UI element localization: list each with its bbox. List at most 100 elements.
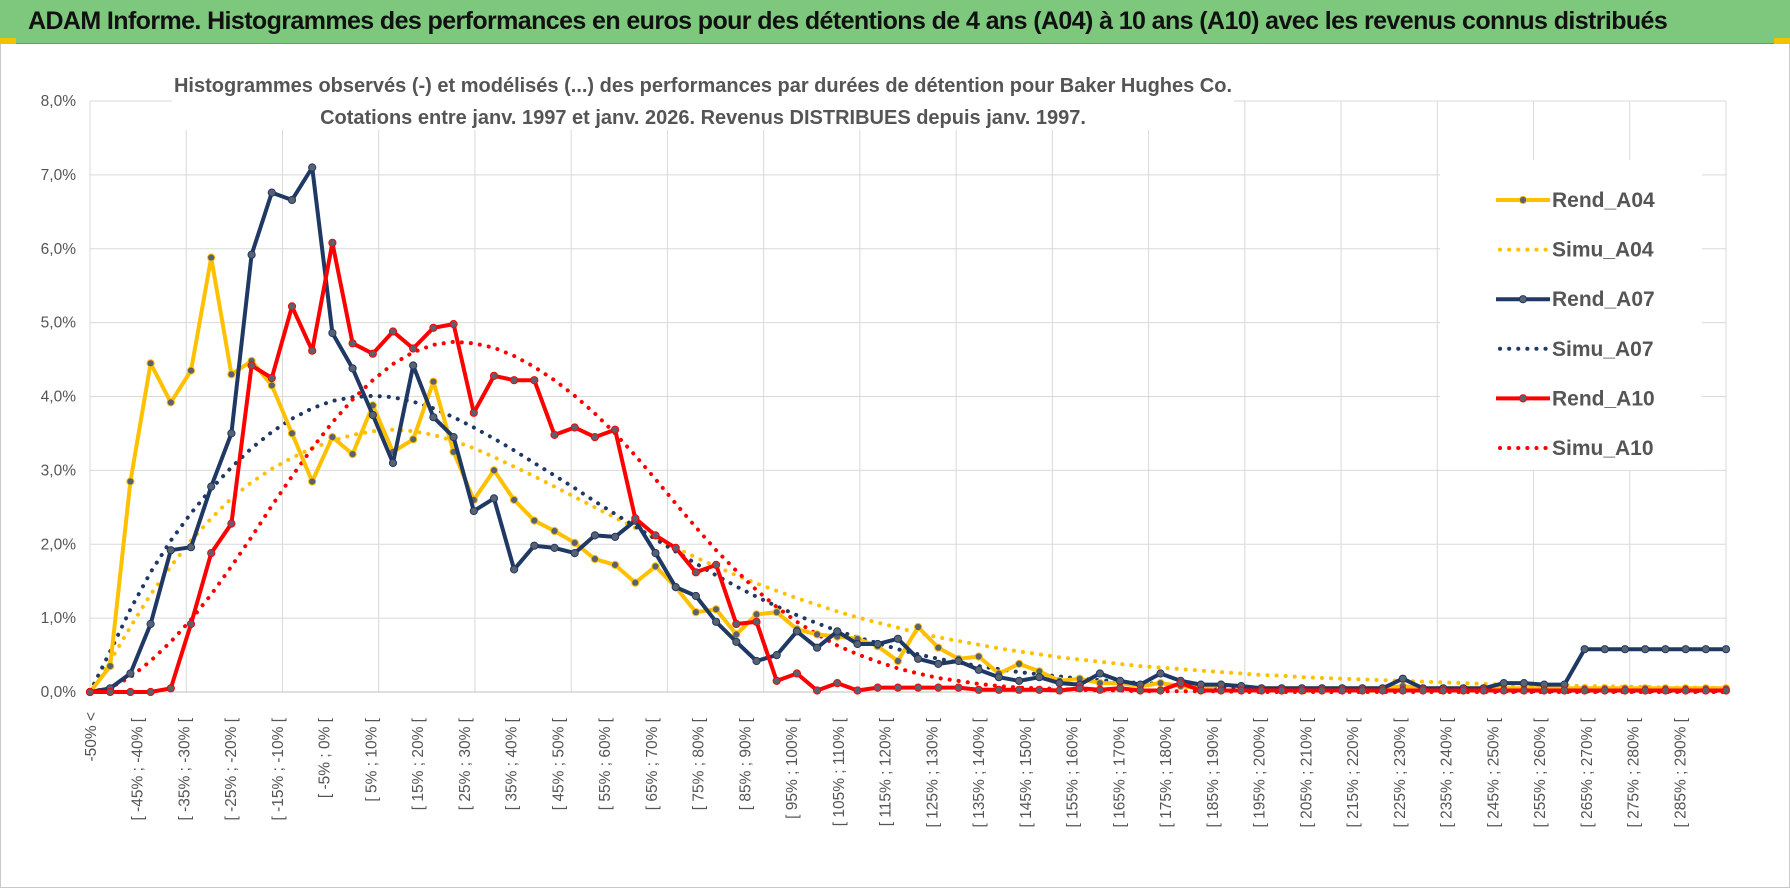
data-point-rend-a10: [1217, 686, 1226, 695]
data-point-rend-a04: [409, 435, 418, 444]
x-tick-label: [ 165% ; 170% [: [1111, 717, 1128, 827]
y-tick-label: 1,0%: [41, 610, 77, 627]
chart-series: [85, 163, 1731, 697]
data-point-rend-a10: [570, 423, 579, 432]
data-point-rend-a07: [409, 361, 418, 370]
data-point-rend-a07: [570, 549, 579, 558]
data-point-rend-a10: [1317, 686, 1327, 695]
data-point-rend-a10: [186, 619, 196, 629]
data-point-rend-a07: [1116, 676, 1125, 686]
data-point-rend-a10: [1580, 686, 1589, 695]
data-point-rend-a07: [934, 659, 943, 669]
data-point-rend-a10: [1721, 686, 1731, 695]
data-point-rend-a10: [1479, 686, 1488, 695]
data-point-rend-a07: [1055, 679, 1064, 688]
data-point-rend-a07: [348, 364, 357, 373]
data-point-rend-a04: [934, 643, 943, 652]
data-point-rend-a10: [409, 344, 418, 353]
series-line-rend-a07: [89, 165, 1726, 694]
data-point-rend-a10: [1439, 686, 1448, 695]
data-point-rend-a07: [1499, 679, 1508, 688]
data-point-rend-a10: [1095, 685, 1105, 694]
data-point-rend-a07: [732, 637, 741, 646]
data-point-rend-a07: [368, 410, 377, 420]
data-point-rend-a10: [1156, 686, 1165, 695]
data-point-rend-a04: [509, 495, 519, 504]
x-tick-label: [ 185% ; 190% [: [1205, 717, 1222, 827]
data-point-rend-a10: [166, 684, 175, 693]
data-point-rend-a04: [712, 605, 721, 614]
data-point-rend-a10: [752, 617, 761, 626]
data-point-rend-a07: [1701, 645, 1710, 654]
x-tick-label: [ 255% ; 260% [: [1532, 717, 1549, 827]
corner-accent-left: [0, 38, 16, 44]
data-point-rend-a04: [752, 610, 761, 619]
data-point-rend-a04: [813, 630, 822, 639]
data-point-rend-a10: [772, 676, 781, 686]
legend: Rend_A04 Simu_A04 Rend_A07 Simu_A07 Rend_A10…: [1496, 189, 1655, 460]
x-tick-label: [ 205% ; 210% [: [1298, 717, 1315, 827]
data-point-rend-a10: [1237, 686, 1246, 695]
x-tick-label: [ 105% ; 110% [: [831, 717, 848, 826]
data-point-rend-a07: [1398, 674, 1407, 683]
data-point-rend-a10: [873, 683, 882, 692]
chart-title-line2: Cotations entre janv. 1997 et janv. 2026…: [320, 107, 1086, 129]
data-point-rend-a07: [489, 494, 499, 503]
data-point-rend-a07: [1620, 645, 1630, 654]
data-point-rend-a04: [570, 538, 579, 547]
x-tick-label: [ 265% ; 270% [: [1579, 717, 1596, 827]
data-point-rend-a04: [1156, 679, 1165, 688]
data-point-rend-a10: [1136, 686, 1145, 695]
data-point-rend-a10: [429, 323, 438, 332]
legend-label-simu-a10: Simu_A10: [1552, 437, 1654, 460]
data-point-rend-a10: [631, 514, 640, 523]
data-point-rend-a10: [530, 376, 539, 385]
x-tick-label: [ -15% ; -10% [: [270, 717, 287, 820]
data-point-rend-a10: [348, 339, 357, 348]
data-point-rend-a04: [227, 370, 236, 379]
data-point-rend-a04: [590, 554, 600, 564]
data-point-rend-a07: [813, 643, 822, 652]
x-tick-label: [ 65% ; 70% [: [644, 717, 661, 810]
data-point-rend-a10: [590, 433, 600, 442]
data-point-rend-a07: [1681, 645, 1690, 654]
legend-label-simu-a04: Simu_A04: [1552, 239, 1654, 262]
data-point-rend-a10: [1176, 679, 1185, 688]
data-point-rend-a10: [1297, 686, 1307, 695]
data-point-rend-a10: [954, 683, 963, 692]
x-axis-ticks: -50% < [ -45% ; -40% [[ -35% ; -30% [[ -2…: [83, 712, 1689, 827]
data-point-rend-a07: [1721, 645, 1731, 654]
data-point-rend-a07: [267, 188, 276, 197]
data-point-rend-a07: [893, 634, 903, 643]
data-point-rend-a10: [1196, 686, 1206, 695]
x-tick-label: [ 245% ; 250% [: [1485, 717, 1502, 827]
x-tick-label: [ 15% ; 20% [: [410, 717, 427, 810]
x-tick-label: [ 225% ; 230% [: [1392, 717, 1409, 827]
legend-marker-rend-a07: [1518, 295, 1528, 304]
data-point-rend-a07: [752, 656, 761, 666]
data-point-rend-a10: [1257, 686, 1266, 695]
data-point-rend-a10: [247, 361, 256, 370]
x-tick-label: [ 25% ; 30% [: [457, 717, 474, 810]
chart-title-line1: Histogrammes observés (-) et modélisés (…: [174, 75, 1232, 97]
x-tick-label: [ 85% ; 90% [: [737, 717, 754, 810]
series-line-rend-a10: [90, 240, 1726, 694]
data-point-rend-a04: [1095, 679, 1105, 688]
x-tick-label: [ 115% ; 120% [: [878, 717, 895, 826]
data-point-rend-a07: [287, 195, 297, 205]
x-tick-label: [ 5% ; 10% [: [363, 717, 380, 801]
data-point-rend-a04: [308, 477, 317, 486]
data-point-rend-a04: [489, 466, 499, 475]
legend-marker-rend-a04: [1518, 195, 1528, 205]
legend-label-rend-a04: Rend_A04: [1552, 189, 1655, 212]
x-tick-label: -50% <: [83, 712, 100, 762]
data-point-rend-a07: [449, 433, 458, 442]
data-point-rend-a07: [186, 543, 196, 552]
data-point-rend-a04: [328, 433, 337, 442]
data-point-rend-a04: [691, 608, 701, 617]
data-point-rend-a10: [893, 683, 903, 692]
data-point-rend-a07: [530, 541, 539, 550]
series-line-simu-a04: [88, 427, 1728, 694]
data-point-rend-a04: [893, 656, 903, 666]
legend-label-rend-a07: Rend_A07: [1552, 288, 1655, 311]
